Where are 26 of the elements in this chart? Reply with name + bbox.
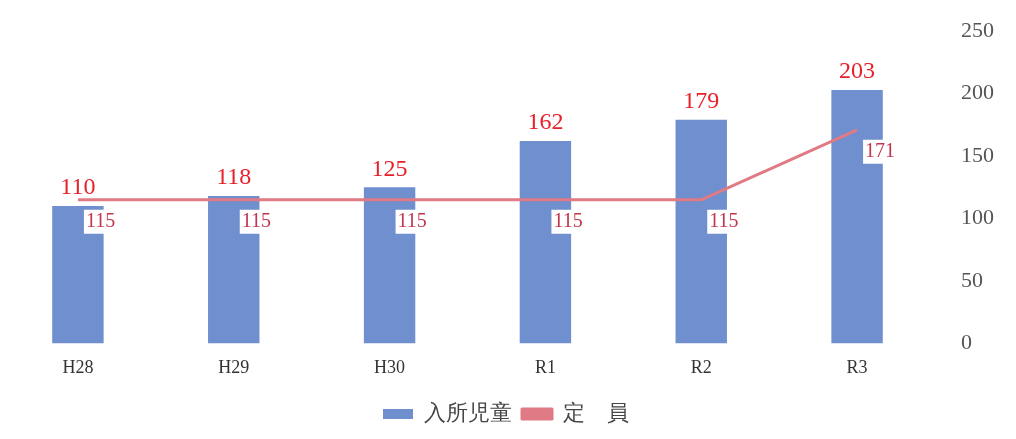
y-tick-label: 0 [961, 329, 972, 355]
y-tick-label: 50 [961, 266, 983, 292]
x-tick-label: R2 [690, 356, 712, 377]
data-label: 171 [865, 139, 896, 162]
data-label: 179 [683, 87, 720, 114]
data-label: 115 [397, 209, 427, 232]
x-tick-label: H28 [62, 356, 94, 377]
data-label: 203 [839, 57, 876, 84]
x-tick-label: R1 [534, 356, 556, 377]
y-tick-label: 250 [961, 16, 994, 42]
data-label: 115 [85, 209, 116, 232]
x-tick-label: R3 [846, 356, 868, 377]
y-tick-label: 200 [961, 79, 994, 105]
data-label: 118 [216, 163, 252, 190]
data-label: 125 [371, 154, 408, 181]
legend-label: 定 員 [563, 399, 629, 425]
x-tick-label: H29 [218, 356, 250, 377]
data-label: 115 [709, 209, 739, 232]
x-tick-label: H30 [374, 356, 406, 377]
data-label: 162 [527, 108, 564, 135]
legend-label: 入所児童 [424, 399, 512, 425]
y-tick-label: 100 [961, 204, 994, 230]
data-label: 110 [60, 173, 96, 200]
data-label: 115 [241, 209, 272, 232]
data-label: 115 [553, 209, 583, 232]
y-tick-label: 150 [961, 141, 994, 167]
